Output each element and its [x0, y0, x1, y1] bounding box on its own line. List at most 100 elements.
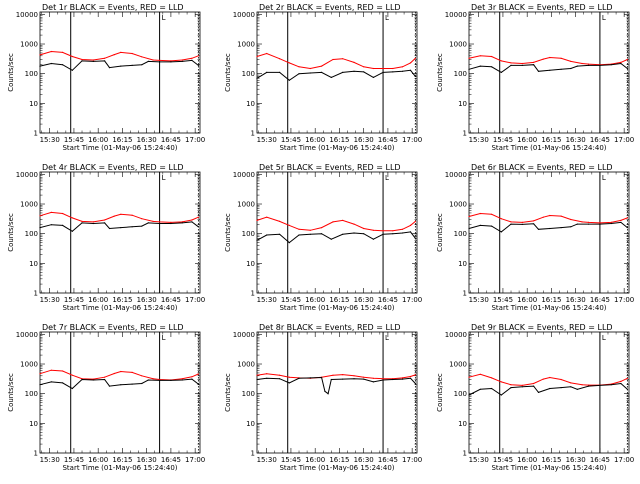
y-axis-label: Counts/sec [224, 373, 232, 412]
y-tick-label: 100 [454, 390, 467, 398]
data-point-events [372, 238, 374, 240]
data-point-lld [159, 59, 161, 62]
data-point-events [131, 226, 133, 228]
x-axis-label: Start Time (01-May-06 15:24:40) [279, 464, 394, 472]
data-point-events [537, 228, 540, 230]
data-point-events [39, 384, 41, 386]
data-point-lld [409, 224, 412, 226]
data-point-events [570, 226, 572, 228]
data-point-lld [382, 67, 384, 70]
data-point-lld [353, 61, 355, 64]
panel-title: Det 7r BLACK = Events, RED = LLD [42, 323, 184, 332]
data-point-events [372, 381, 374, 383]
data-point-lld [71, 217, 73, 219]
panel-title: Det 9r BLACK = Events, RED = LLD [471, 323, 613, 332]
series-line-lld [256, 52, 416, 70]
data-point-lld [468, 376, 470, 378]
y-tick-label: 1000 [237, 361, 255, 369]
data-point-events [39, 65, 41, 67]
data-point-events [599, 64, 601, 66]
data-point-events [71, 387, 73, 390]
data-point-events [131, 383, 133, 385]
data-point-lld [626, 58, 629, 61]
data-point-lld [479, 212, 481, 215]
x-tick-label: 16:00 [305, 296, 325, 304]
data-point-events [392, 233, 394, 235]
data-point-events [170, 61, 172, 63]
data-point-events [401, 70, 404, 72]
x-tick-label: 15:30 [40, 136, 60, 144]
data-point-events [71, 69, 73, 71]
data-point-lld [533, 382, 535, 385]
y-tick-label: 1000 [237, 201, 255, 209]
panel-title: Det 5r BLACK = Events, RED = LLD [259, 163, 401, 172]
data-point-events [620, 382, 622, 385]
data-point-lld [392, 67, 394, 70]
data-point-lld [309, 229, 311, 231]
x-tick-label: 17:00 [614, 296, 634, 304]
panel-title: Det 6r BLACK = Events, RED = LLD [471, 163, 613, 172]
data-point-lld [152, 220, 154, 222]
y-tick-label: 10000 [16, 11, 38, 19]
data-point-events [479, 224, 481, 226]
data-point-lld [288, 376, 290, 378]
x-tick-label: 17:00 [185, 456, 205, 464]
data-point-events [330, 76, 332, 78]
data-point-lld [560, 57, 562, 59]
x-tick-label: 16:00 [305, 136, 325, 144]
data-point-lld [588, 384, 590, 386]
x-tick-label: 15:45 [493, 136, 513, 144]
y-tick-label: 10000 [233, 171, 255, 179]
series-line-events [468, 221, 628, 233]
data-point-lld [104, 219, 106, 221]
y-tick-label: 10000 [233, 331, 255, 339]
data-point-events [414, 382, 416, 385]
data-point-events [409, 377, 412, 379]
y-tick-label: 10000 [16, 171, 38, 179]
data-point-events [50, 62, 52, 65]
data-point-events [500, 71, 502, 73]
data-point-lld [170, 60, 172, 62]
data-point-lld [62, 212, 64, 215]
data-point-events [256, 239, 258, 241]
x-axis-label: Start Time (01-May-06 15:24:40) [62, 464, 177, 472]
data-point-lld [92, 378, 94, 380]
data-point-events [382, 71, 384, 73]
data-point-lld [560, 215, 562, 217]
data-point-lld [131, 214, 133, 216]
data-point-events [147, 379, 149, 381]
y-axis-label: Counts/sec [224, 213, 232, 252]
x-tick-label: 16:45 [378, 136, 398, 144]
series-line-lld [468, 373, 628, 386]
data-point-lld [81, 220, 83, 222]
data-point-lld [549, 214, 551, 217]
series-line-lld [468, 212, 628, 224]
y-tick-label: 10 [458, 260, 467, 268]
y-tick-label: 10 [246, 420, 255, 428]
x-tick-label: 16:30 [137, 296, 157, 304]
panel-det-7r: Det 7r BLACK = Events, RED = LLD 1 10 100 10… [7, 323, 205, 472]
y-tick-label: 1 [251, 450, 255, 458]
x-axis-label: Start Time (01-May-06 15:24:40) [491, 304, 606, 312]
data-point-events [288, 242, 290, 244]
data-point-lld [120, 370, 122, 373]
data-point-lld [382, 378, 384, 380]
data-point-events [181, 379, 183, 381]
y-tick-label: 10 [246, 260, 255, 268]
y-tick-label: 10 [458, 420, 467, 428]
data-point-lld [141, 375, 143, 377]
data-point-lld [620, 61, 622, 64]
y-axis-label: Counts/sec [7, 373, 15, 412]
plot-frame [39, 171, 201, 294]
data-point-events [372, 76, 374, 78]
data-point-lld [372, 229, 374, 231]
data-point-lld [342, 374, 344, 376]
x-tick-label: 15:45 [64, 136, 84, 144]
data-point-lld [62, 51, 64, 54]
data-point-lld [279, 220, 281, 222]
x-tick-label: 16:45 [161, 136, 181, 144]
panel-det-4r: Det 4r BLACK = Events, RED = LLD 1 10 100 10… [7, 163, 205, 312]
y-tick-label: 10000 [445, 171, 467, 179]
data-point-events [599, 384, 601, 386]
